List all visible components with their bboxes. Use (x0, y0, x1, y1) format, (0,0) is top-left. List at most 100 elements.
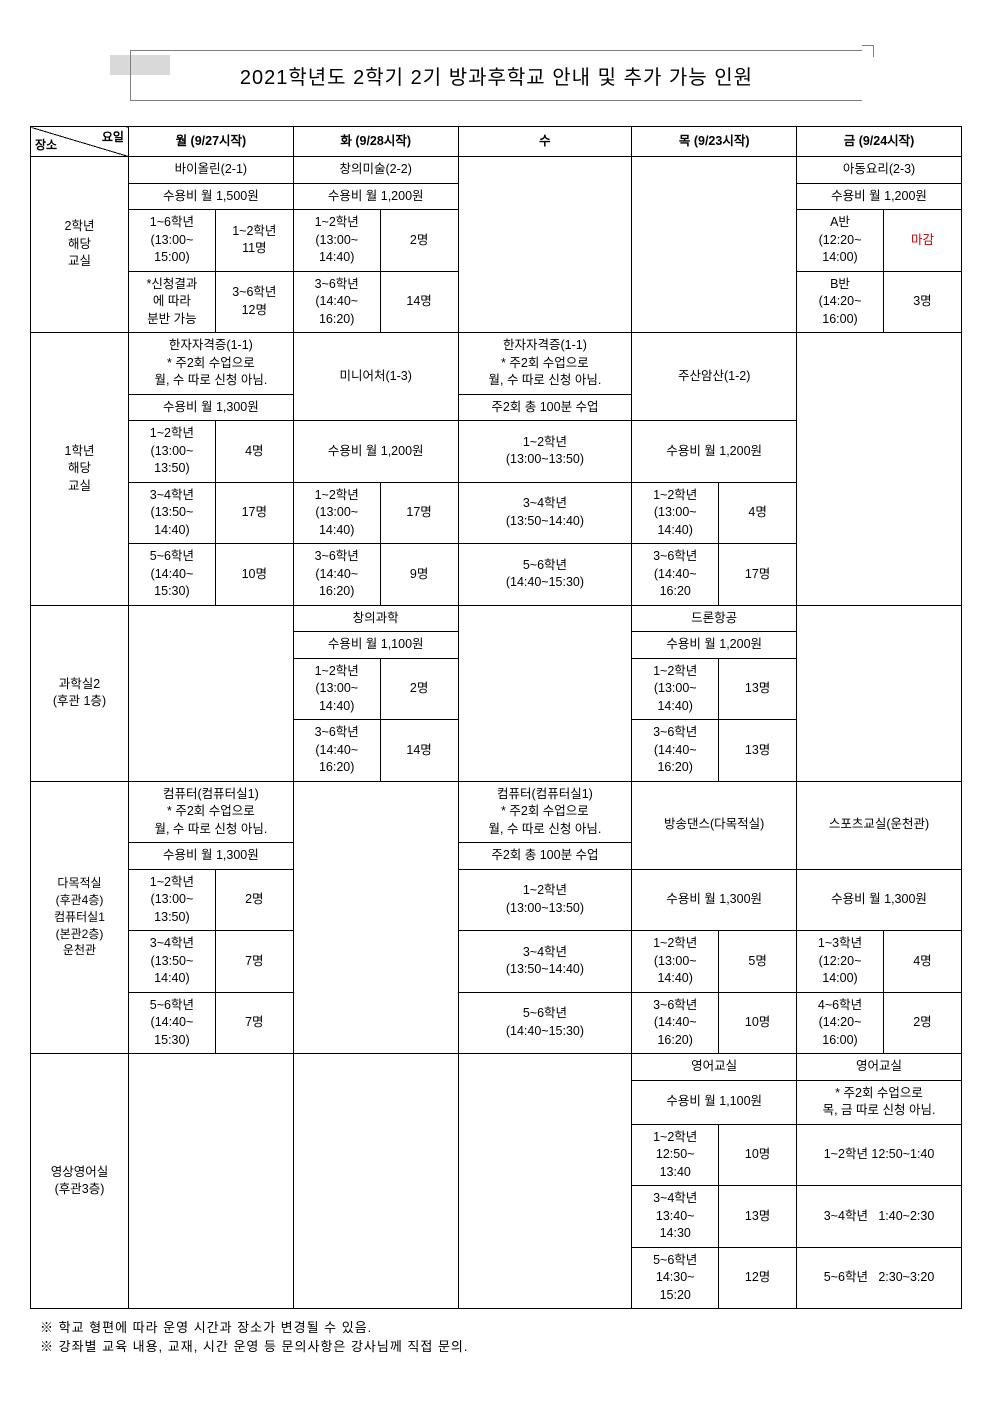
r4-fri-r2c1: 4~6학년 (14:20~ 16:00) (797, 992, 884, 1054)
r1-thu-empty (632, 157, 797, 333)
r4-mon-r2c2: 7명 (215, 931, 293, 993)
r5-thu-r1c1: 1~2학년 12:50~ 13:40 (632, 1124, 719, 1186)
r5-thu-r1c2: 10명 (719, 1124, 797, 1186)
col-tue: 화 (9/28시작) (293, 127, 458, 157)
col-mon: 월 (9/27시작) (128, 127, 293, 157)
r2-mon-r3c2: 10명 (215, 544, 293, 606)
r4-thu-r1c2: 5명 (719, 931, 797, 993)
r3-thu-r1c1: 1~2학년 (13:00~ 14:40) (632, 658, 719, 720)
r5-thu-r3c2: 12명 (719, 1247, 797, 1309)
r4-mon-r3c2: 7명 (215, 992, 293, 1054)
r3-tue-r2c2: 14명 (380, 720, 458, 782)
r5-fri-r1: 1~2학년 12:50~1:40 (797, 1124, 962, 1186)
r2-tue-r1c1: 1~2학년 (13:00~ 14:40) (293, 482, 380, 544)
place-multi: 다목적실 (후관4층) 컴퓨터실1 (본관2층) 운천관 (31, 781, 129, 1054)
r1-mon-r2c2: 3~6학년 12명 (215, 271, 293, 333)
r2-wed-title: 한자자격증(1-1) * 주2회 수업으로 월, 수 따로 신청 아님. (458, 333, 632, 395)
r2-wed-r1: 1~2학년 (13:00~13:50) (458, 421, 632, 483)
col-fri: 금 (9/24시작) (797, 127, 962, 157)
r2-mon-r1c1: 1~2학년 (13:00~ 13:50) (128, 421, 215, 483)
r2-tue-r2c2: 9명 (380, 544, 458, 606)
r2-tue-title: 미니어처(1-3) (293, 333, 458, 421)
r2-tue-r1c2: 17명 (380, 482, 458, 544)
r1-fri-r1c1: A반 (12:20~ 14:00) (797, 210, 884, 272)
r1-tue-fee: 수용비 월 1,200원 (293, 183, 458, 210)
r3-wed-empty (458, 605, 632, 781)
r1-fri-r1c2: 마감 (883, 210, 961, 272)
col-wed: 수 (458, 127, 632, 157)
r1-mon-fee: 수용비 월 1,500원 (128, 183, 293, 210)
r4-mon-r2c1: 3~4학년 (13:50~ 14:40) (128, 931, 215, 993)
r3-thu-r2c2: 13명 (719, 720, 797, 782)
r2-thu-r1c1: 1~2학년 (13:00~ 14:40) (632, 482, 719, 544)
place-grade2: 2학년 해당 교실 (31, 157, 129, 333)
r1-wed-empty (458, 157, 632, 333)
r1-mon-title: 바이올린(2-1) (128, 157, 293, 184)
r4-thu-r2c1: 3~6학년 (14:40~ 16:20) (632, 992, 719, 1054)
r5-tue-empty (293, 1054, 458, 1309)
r2-thu-r2c2: 17명 (719, 544, 797, 606)
r5-thu-title: 영어교실 (632, 1054, 797, 1081)
r3-tue-r1c2: 2명 (380, 658, 458, 720)
r2-mon-fee: 수용비 월 1,300원 (128, 394, 293, 421)
r1-tue-r2c2: 14명 (380, 271, 458, 333)
r4-fri-fee: 수용비 월 1,300원 (797, 869, 962, 931)
r1-tue-r1c2: 2명 (380, 210, 458, 272)
page-title: 2021학년도 2학기 2기 방과후학교 안내 및 추가 가능 인원 (240, 67, 753, 89)
r1-tue-r2c1: 3~6학년 (14:40~ 16:20) (293, 271, 380, 333)
notes: ※ 학교 형편에 따라 운영 시간과 장소가 변경될 수 있음. ※ 강좌별 교… (30, 1317, 962, 1355)
r3-tue-fee: 수용비 월 1,100원 (293, 632, 458, 659)
r3-tue-r1c1: 1~2학년 (13:00~ 14:40) (293, 658, 380, 720)
r4-wed-r1: 1~2학년 (13:00~13:50) (458, 869, 632, 931)
r4-wed-title: 컴퓨터(컴퓨터실1) * 주2회 수업으로 월, 수 따로 신청 아님. (458, 781, 632, 843)
place-science: 과학실2 (후관 1층) (31, 605, 129, 781)
r5-mon-empty (128, 1054, 293, 1309)
r5-thu-r3c1: 5~6학년 14:30~ 15:20 (632, 1247, 719, 1309)
r5-fri-fee: * 주2회 수업으로 목, 금 따로 신청 아님. (797, 1080, 962, 1124)
r5-wed-empty (458, 1054, 632, 1309)
note-1: ※ 학교 형편에 따라 운영 시간과 장소가 변경될 수 있음. (40, 1317, 962, 1336)
title-notch (862, 45, 874, 57)
place-grade1: 1학년 해당 교실 (31, 333, 129, 606)
r2-thu-r2c1: 3~6학년 (14:40~ 16:20 (632, 544, 719, 606)
r2-wed-fee: 주2회 총 100분 수업 (458, 394, 632, 421)
r5-fri-r2: 3~4학년 1:40~2:30 (797, 1186, 962, 1248)
r3-tue-r2c1: 3~6학년 (14:40~ 16:20) (293, 720, 380, 782)
r1-fri-r2c2: 3명 (883, 271, 961, 333)
r4-mon-fee: 수용비 월 1,300원 (128, 843, 293, 870)
r2-tue-fee: 수용비 월 1,200원 (293, 421, 458, 483)
r5-fri-title: 영어교실 (797, 1054, 962, 1081)
r3-thu-r1c2: 13명 (719, 658, 797, 720)
r4-mon-r1c2: 2명 (215, 869, 293, 931)
r4-mon-r3c1: 5~6학년 (14:40~ 15:30) (128, 992, 215, 1054)
r5-thu-r2c1: 3~4학년 13:40~ 14:30 (632, 1186, 719, 1248)
r4-thu-r2c2: 10명 (719, 992, 797, 1054)
r1-tue-r1c1: 1~2학년 (13:00~ 14:40) (293, 210, 380, 272)
schedule-table: 요일 장소 월 (9/27시작) 화 (9/28시작) 수 목 (9/23시작)… (30, 126, 962, 1309)
r2-mon-r2c2: 17명 (215, 482, 293, 544)
r1-mon-r1c2: 1~2학년 11명 (215, 210, 293, 272)
r3-thu-title: 드론항공 (632, 605, 797, 632)
diag-day: 요일 (102, 129, 124, 146)
r2-wed-r3: 5~6학년 (14:40~15:30) (458, 544, 632, 606)
r3-mon-empty (128, 605, 293, 781)
r4-wed-fee: 주2회 총 100분 수업 (458, 843, 632, 870)
r3-fri-empty (797, 605, 962, 781)
r2-mon-title: 한자자격증(1-1) * 주2회 수업으로 월, 수 따로 신청 아님. (128, 333, 293, 395)
r5-thu-r2c2: 13명 (719, 1186, 797, 1248)
r3-tue-title: 창의과학 (293, 605, 458, 632)
col-thu: 목 (9/23시작) (632, 127, 797, 157)
r5-thu-fee: 수용비 월 1,100원 (632, 1080, 797, 1124)
r1-tue-title: 창의미술(2-2) (293, 157, 458, 184)
r2-mon-r1c2: 4명 (215, 421, 293, 483)
r3-thu-r2c1: 3~6학년 (14:40~ 16:20) (632, 720, 719, 782)
r1-fri-title: 아동요리(2-3) (797, 157, 962, 184)
note-2: ※ 강좌별 교육 내용, 교재, 시간 운영 등 문의사항은 강사님께 직접 문… (40, 1336, 962, 1355)
r2-fri-empty (797, 333, 962, 606)
r2-wed-r2: 3~4학년 (13:50~14:40) (458, 482, 632, 544)
r2-mon-r3c1: 5~6학년 (14:40~ 15:30) (128, 544, 215, 606)
r4-thu-r1c1: 1~2학년 (13:00~ 14:40) (632, 931, 719, 993)
r4-mon-r1c1: 1~2학년 (13:00~ 13:50) (128, 869, 215, 931)
r5-fri-r3: 5~6학년 2:30~3:20 (797, 1247, 962, 1309)
r4-fri-r1c2: 4명 (883, 931, 961, 993)
